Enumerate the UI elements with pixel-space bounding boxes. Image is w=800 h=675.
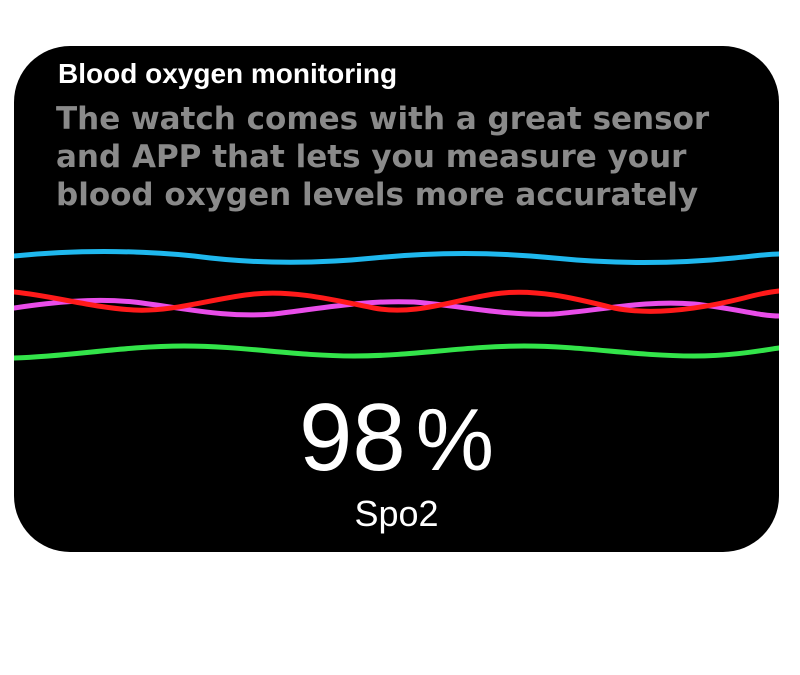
feature-description: The watch comes with a great sensor and … xyxy=(56,101,710,213)
wave-magenta xyxy=(14,297,779,319)
wave-green xyxy=(14,343,779,361)
spo2-label: Spo2 xyxy=(354,493,439,534)
pulse-waves xyxy=(14,249,779,361)
wave-red xyxy=(14,288,779,314)
page-title: Blood oxygen monitoring xyxy=(58,58,398,89)
spo2-unit: % xyxy=(415,390,495,489)
spo2-number: 98 xyxy=(298,384,406,491)
wave-cyan xyxy=(14,249,779,265)
watch-screen: Blood oxygen monitoring The watch comes … xyxy=(14,46,779,552)
spo2-value: 98% xyxy=(14,386,779,492)
